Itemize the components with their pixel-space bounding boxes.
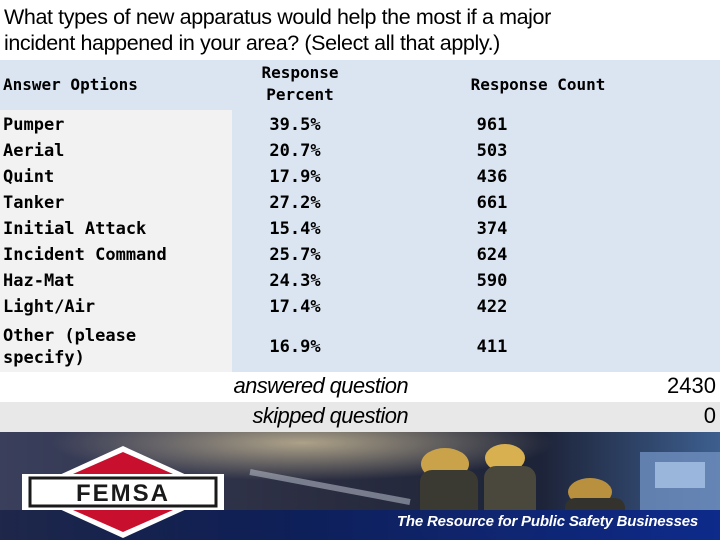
header-response-percent: Response Percent <box>232 62 368 106</box>
femsa-logo: FEMSA <box>22 446 224 538</box>
row-count-light-air: 422 <box>476 297 508 317</box>
row-label-pumper: Pumper <box>3 115 65 135</box>
row-label-incident-command: Incident Command <box>3 245 167 265</box>
row-count-initial-attack: 374 <box>476 219 508 239</box>
row-count-quint: 436 <box>476 167 508 187</box>
answered-question-row: answered question 2430 <box>0 372 720 402</box>
logo-text: FEMSA <box>76 480 170 507</box>
row-count-incident-command: 624 <box>476 245 508 265</box>
skipped-question-label: skipped question <box>252 403 408 428</box>
answered-question-value: 2430 <box>667 373 716 398</box>
skipped-question-value: 0 <box>703 403 716 428</box>
tagline-text: The Resource for Public Safety Businesse… <box>396 513 698 530</box>
header-percent-cell <box>232 60 420 110</box>
answered-question-label: answered question <box>233 373 409 398</box>
row-percent-quint: 17.9% <box>269 167 321 187</box>
row-label-quint: Quint <box>3 167 55 187</box>
options-column <box>0 110 232 372</box>
row-label-tanker: Tanker <box>3 193 65 213</box>
row-count-aerial: 503 <box>476 141 508 161</box>
row-label-haz-mat: Haz-Mat <box>3 271 75 291</box>
row-label-other: Other (please specify) <box>3 325 136 369</box>
row-percent-other: 16.9% <box>269 337 321 357</box>
header-percent-line-2: Percent <box>266 85 334 104</box>
row-percent-haz-mat: 24.3% <box>269 271 321 291</box>
row-count-haz-mat: 590 <box>476 271 508 291</box>
row-label-light-air: Light/Air <box>3 297 96 317</box>
row-percent-aerial: 20.7% <box>269 141 321 161</box>
row-label-initial-attack: Initial Attack <box>3 219 147 239</box>
data-columns <box>232 110 720 372</box>
header-percent-line-1: Response <box>261 63 339 82</box>
row-label-aerial: Aerial <box>3 141 65 161</box>
question-line-1: What types of new apparatus would help t… <box>4 5 551 29</box>
header-count-cell <box>420 60 720 110</box>
question-line-2: incident happened in your area? (Select … <box>4 31 500 55</box>
row-count-other: 411 <box>476 337 508 357</box>
row-percent-light-air: 17.4% <box>269 297 321 317</box>
row-percent-incident-command: 25.7% <box>269 245 321 265</box>
row-percent-tanker: 27.2% <box>269 193 321 213</box>
results-table: Answer Options Response Percent Response… <box>0 60 720 372</box>
row-label-other-line-1: Other (please <box>3 326 137 346</box>
row-count-tanker: 661 <box>476 193 508 213</box>
row-label-other-line-2: specify) <box>3 348 85 368</box>
header-response-count: Response Count <box>470 75 606 94</box>
skipped-question-row: skipped question 0 <box>0 402 720 432</box>
question-title: What types of new apparatus would help t… <box>0 0 720 60</box>
row-count-pumper: 961 <box>476 115 508 135</box>
row-percent-pumper: 39.5% <box>269 115 321 135</box>
row-percent-initial-attack: 15.4% <box>269 219 321 239</box>
header-answer-options: Answer Options <box>3 75 138 94</box>
footer-banner: FEMSA The Resource for Public Safety Bus… <box>0 432 720 540</box>
header-options-cell <box>0 60 232 110</box>
